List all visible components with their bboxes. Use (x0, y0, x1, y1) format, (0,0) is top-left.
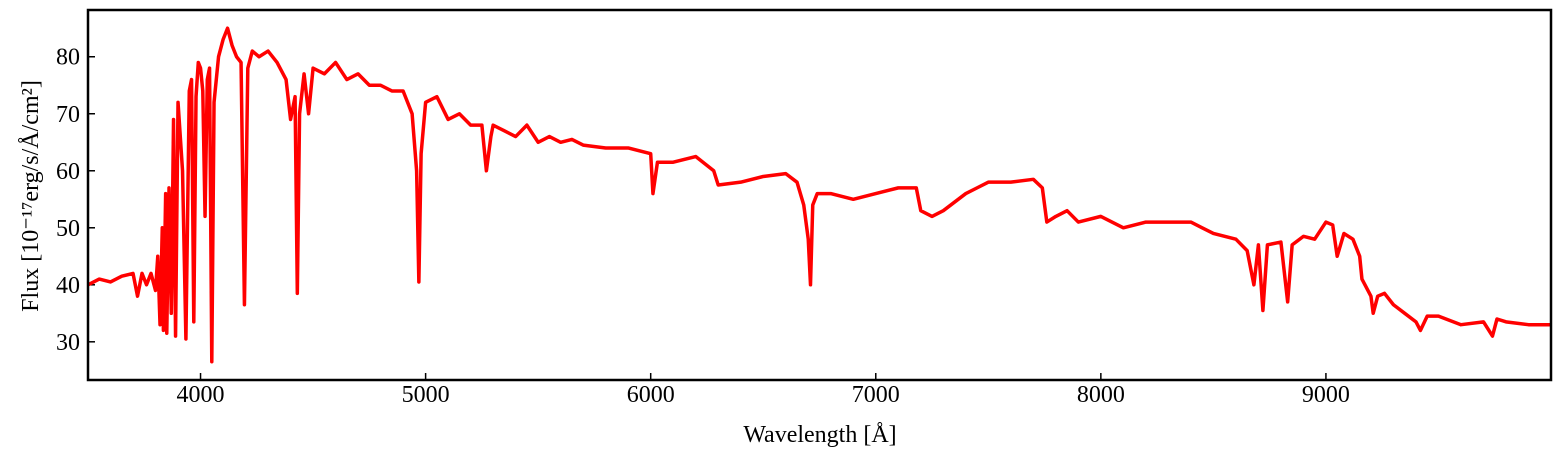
x-tick-label: 9000 (1302, 382, 1350, 408)
x-tick-label: 4000 (177, 382, 225, 408)
x-tick-label: 6000 (627, 382, 675, 408)
x-tick-label: 8000 (1077, 382, 1125, 408)
spectrum-line (88, 26, 1551, 364)
y-tick-label: 80 (56, 45, 80, 71)
y-tick-label: 60 (56, 159, 80, 185)
x-axis-label: Wavelength [Å] (743, 422, 896, 448)
y-axis-label: Flux [10⁻¹⁷erg/s/Å/cm²] (18, 80, 44, 312)
x-tick-label: 7000 (852, 382, 900, 408)
y-tick-label: 30 (56, 330, 80, 356)
x-tick-label: 5000 (402, 382, 450, 408)
y-tick-label: 50 (56, 216, 80, 242)
y-tick-label: 40 (56, 273, 80, 299)
y-tick-label: 70 (56, 102, 80, 128)
plot-frame (86, 8, 1553, 382)
